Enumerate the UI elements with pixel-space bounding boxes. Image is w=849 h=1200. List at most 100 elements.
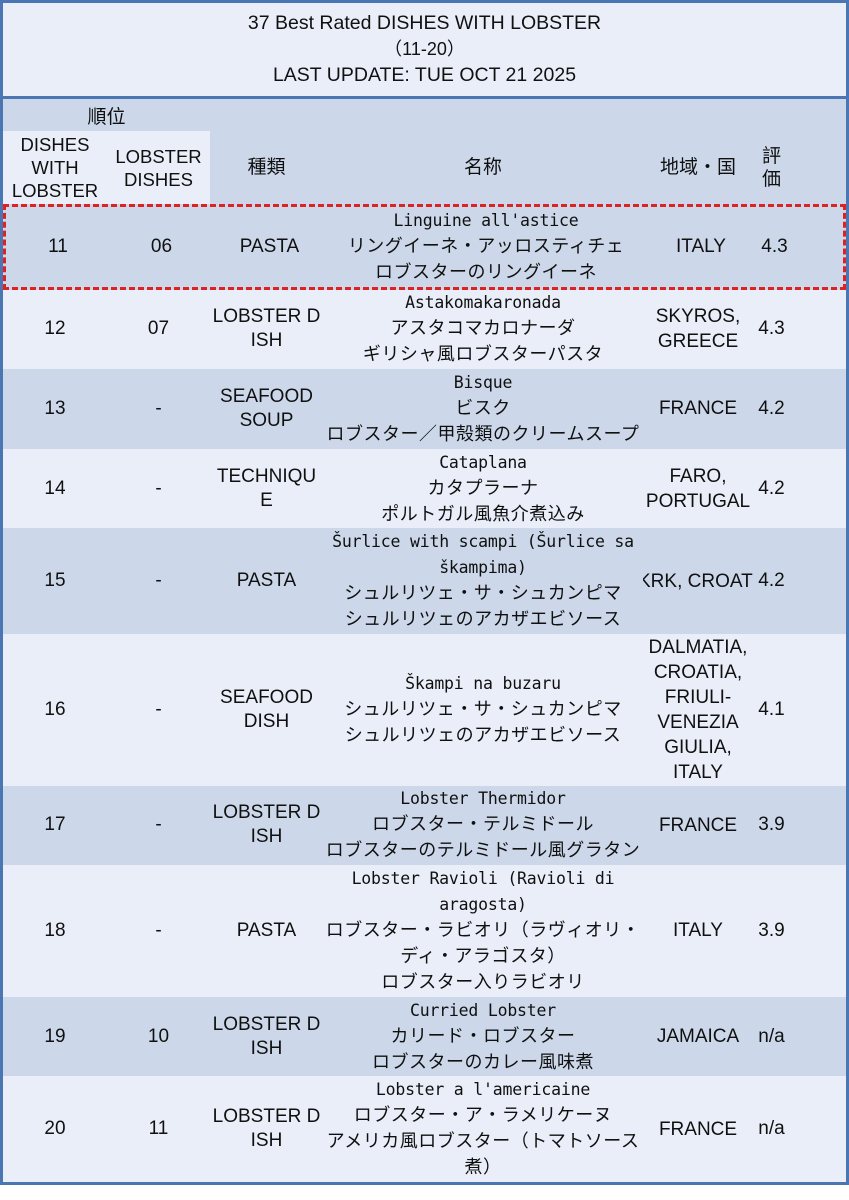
header-col-rank-lobster-dishes[interactable]: LOBSTER DISHES — [107, 131, 210, 204]
table-header: 順位 DISHES WITH LOBSTER LOBSTER DISHES 種類… — [3, 99, 846, 204]
header-col-name[interactable]: 名称 — [463, 157, 502, 178]
cell-lobster-rank: 11 — [148, 1118, 169, 1140]
cell-name: Cataplana カタプラーナ ポルトガル風魚介煮込み — [323, 449, 643, 529]
cell-type: LOBSTER DISH — [212, 1013, 321, 1059]
cell-rating: 4.3 — [758, 318, 785, 340]
cell-rank: 18 — [44, 919, 66, 941]
dish-name-jp: カリード・ロブスター — [390, 1025, 576, 1047]
dish-name-latin: Bisque — [453, 372, 513, 392]
cell-lobster-rank: 07 — [147, 318, 170, 340]
header-col-rating[interactable]: 評価 — [761, 145, 781, 190]
dish-name-jp: ロブスター入りラビオリ — [381, 971, 585, 993]
header-col-type[interactable]: 種類 — [247, 157, 286, 178]
region-line: VENEZIA — [657, 711, 739, 733]
table-title-block: 37 Best Rated DISHES WITH LOBSTER （11-20… — [3, 3, 846, 99]
cell-type: LOBSTER DISH — [212, 1106, 321, 1152]
region-line: ITALY — [673, 920, 723, 942]
cell-lobster-rank: - — [155, 814, 162, 836]
cell-region: FRANCE — [643, 786, 753, 866]
dish-name-jp: ロブスター・ア・ラメリケーヌ — [353, 1105, 613, 1127]
page-title-range: （11-20） — [384, 39, 465, 59]
header-rank-group-label: 順位 — [87, 106, 126, 128]
table-row[interactable]: 12 07 LOBSTER DISH Astakomakaronada アスタコマカロナ… — [3, 289, 846, 370]
region-line: PORTUGAL — [645, 490, 751, 512]
cell-region: FRANCE — [643, 1076, 753, 1182]
dish-name-jp: ロブスターのリングイーネ — [375, 261, 597, 283]
dish-name-latin: Linguine all'astice — [393, 210, 579, 230]
table-row[interactable]: 11 06 PASTA Linguine all'astice リングイーネ・アッロステ… — [3, 204, 846, 290]
dish-name-jp: ビスク — [455, 397, 511, 419]
table-row[interactable]: 13 - SEAFOOD SOUP Bisque ビスク ロブスター／甲殻類のクリームスー… — [3, 369, 846, 449]
cell-rating: n/a — [758, 1118, 785, 1140]
cell-name: Astakomakaronada アスタコマカロナーダギリシャ風ロブスターパスタ — [323, 290, 643, 370]
cell-rank: 13 — [44, 397, 66, 419]
cell-name: Škampi na buzaru シュルリツェ・サ・シュカンピマ シュルリツェのアカ… — [323, 634, 643, 786]
cell-rating: 4.1 — [758, 698, 785, 720]
header-col-region[interactable]: 地域・国 — [659, 157, 736, 178]
region-line: SKYROS, — [655, 306, 741, 328]
cell-type: PASTA — [236, 919, 297, 941]
table-row[interactable]: 19 10 LOBSTER DISH Curried Lobster カリード・ロブスタ… — [3, 996, 846, 1077]
header-col-rank-dishes-with-lobster[interactable]: DISHES WITH LOBSTER — [3, 131, 107, 204]
cell-lobster-rank: - — [155, 570, 162, 592]
table-row[interactable]: 16 - SEAFOOD DISH Škampi na buzaru シュルリツェ・サ・… — [3, 633, 846, 786]
region-line: FARO, — [669, 465, 727, 487]
table-row[interactable]: 18 - PASTA Lobster Ravioli (Ravioli di arag… — [3, 865, 846, 997]
region-line: JAMAICA — [656, 1026, 740, 1048]
table-row[interactable]: 14 - TECHNIQUE Cataplana カタプラーナ ポルトガル風魚介煮込み FA… — [3, 448, 846, 529]
cell-rating: 4.2 — [758, 397, 785, 419]
cell-rating: 3.9 — [758, 919, 785, 941]
table-row[interactable]: 20 11 LOBSTER DISH Lobster a l'americaine ロブ… — [3, 1076, 846, 1182]
header-rank-group-row: 順位 — [3, 99, 846, 131]
cell-type: TECHNIQUE — [216, 465, 317, 511]
dish-name-jp: ポルトガル風魚介煮込み — [381, 503, 585, 525]
table-row[interactable]: 17 - LOBSTER DISH Lobster Thermidor ロブスター・テル… — [3, 785, 846, 866]
cell-name: Linguine all'astice リングイーネ・アッロスティチェ ロブスターの… — [326, 207, 646, 287]
cell-region: DALMATIA, CROATIA, FRIULI- VENEZIA GIULIA, IT… — [643, 634, 753, 786]
cell-region: KRK, CROATI — [643, 528, 753, 634]
cell-rank: 11 — [48, 235, 68, 257]
cell-rating: 4.2 — [758, 570, 785, 592]
dish-name-latin: Lobster Thermidor — [400, 789, 566, 809]
dish-name-latin: Curried Lobster — [409, 1000, 556, 1020]
dish-name-jp: リングイーネ・アッロスティチェ — [347, 235, 625, 257]
dish-name-latin: Šurlice with scampi (Šurlice sa škampima… — [332, 532, 634, 578]
cell-name: Lobster a l'americaine ロブスター・ア・ラメリケーヌ アメリカ… — [323, 1076, 643, 1182]
dish-name-jp: ロブスター／甲殻類のクリームスープ — [326, 423, 640, 445]
cell-type: PASTA — [236, 570, 297, 592]
last-update-label: LAST UPDATE: TUE OCT 21 2025 — [272, 64, 577, 86]
cell-lobster-rank: 06 — [150, 235, 173, 257]
dish-name-latin: Lobster a l'americaine — [375, 1080, 591, 1100]
dish-name-jp: ロブスターのカレー風味煮 — [372, 1051, 594, 1073]
dish-name-jp: シュルリツェのアカザエビソース — [344, 724, 622, 746]
cell-region: FARO, PORTUGAL — [643, 449, 753, 529]
dish-name-latin: Astakomakaronada — [405, 293, 561, 313]
region-line: FRIULI- — [664, 686, 732, 708]
region-line: DALMATIA, — [648, 636, 748, 658]
dish-name-jp: シュルリツェ・サ・シュカンピマ — [344, 583, 622, 605]
dish-name-jp: ギリシャ風ロブスターパスタ — [362, 344, 604, 366]
cell-rank: 16 — [44, 698, 66, 720]
table-row[interactable]: 15 - PASTA Šurlice with scampi (Šurlice sa … — [3, 528, 846, 634]
cell-rank: 20 — [44, 1118, 66, 1140]
cell-region: ITALY — [643, 865, 753, 997]
region-line: GREECE — [657, 331, 739, 353]
dish-name-latin: Lobster Ravioli (Ravioli di aragosta) — [351, 868, 615, 914]
cell-type: LOBSTER DISH — [212, 802, 321, 848]
cell-region: ITALY — [646, 207, 756, 287]
cell-region: JAMAICA — [643, 997, 753, 1077]
dish-name-jp: ロブスターのテルミドール風グラタン — [325, 840, 641, 862]
dish-name-jp: アスタコマカロナーダ — [390, 318, 576, 340]
cell-name: Lobster Ravioli (Ravioli di aragosta) ロブス… — [323, 865, 643, 997]
cell-rank: 12 — [44, 318, 66, 340]
header-columns-row: DISHES WITH LOBSTER LOBSTER DISHES 種類 名称… — [3, 131, 846, 204]
cell-lobster-rank: 10 — [147, 1025, 170, 1047]
region-line: ITALY — [673, 761, 723, 783]
region-line: GIULIA, — [664, 736, 732, 758]
dish-name-jp: ロブスター・ラビオリ（ラヴィオリ・ディ・アラゴスタ） — [325, 919, 641, 967]
cell-rating: 3.9 — [758, 814, 785, 836]
region-line: FRANCE — [658, 814, 738, 836]
cell-region: FRANCE — [643, 369, 753, 449]
cell-lobster-rank: - — [155, 698, 162, 720]
dish-name-jp: シュルリツェのアカザエビソース — [344, 609, 622, 631]
